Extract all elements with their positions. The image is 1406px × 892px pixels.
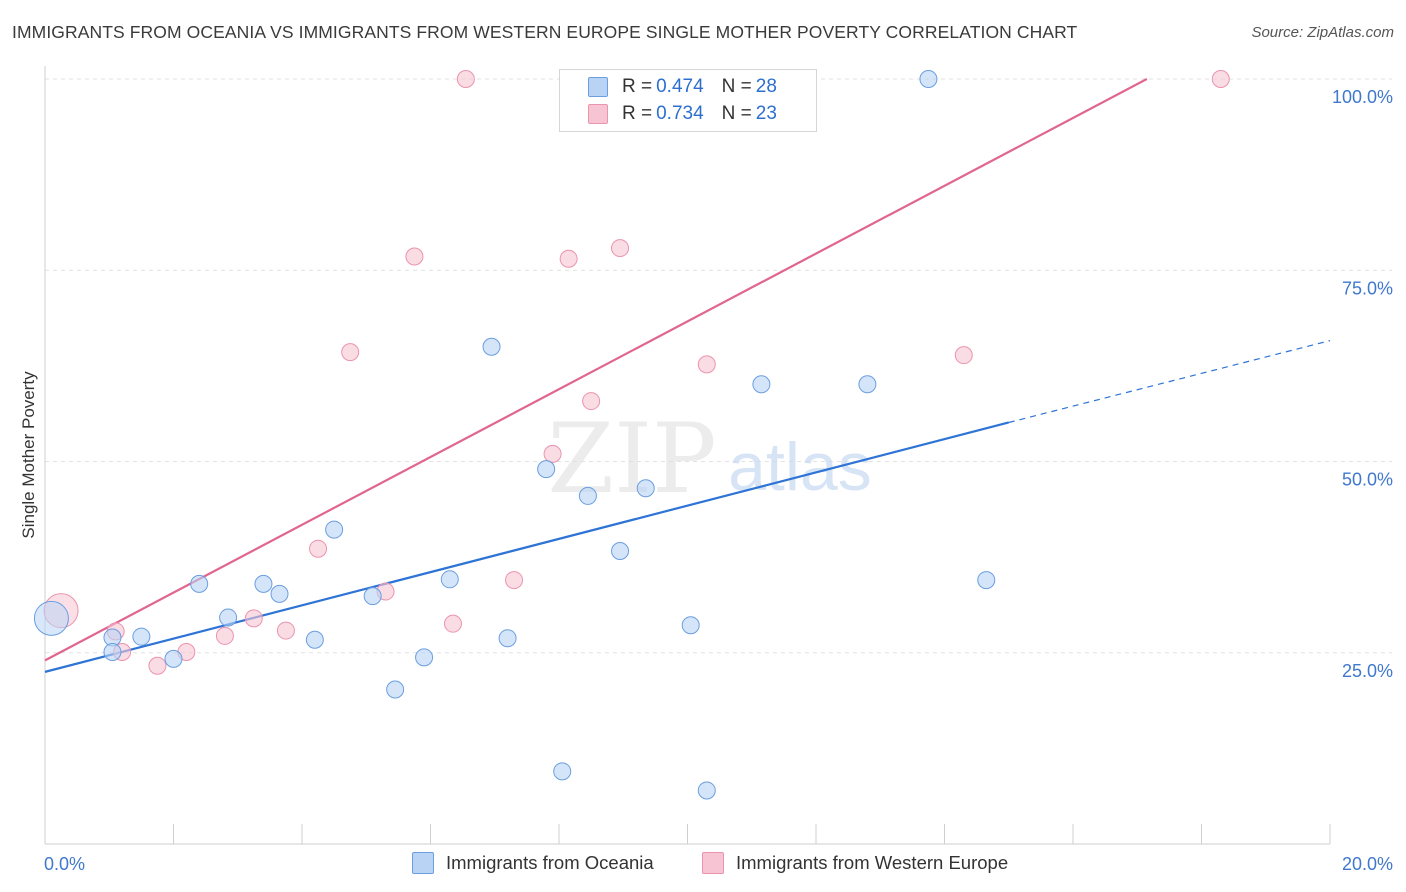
watermark: ZIP atlas bbox=[547, 403, 871, 515]
legend: R = 0.474 N = 28 R = 0.734 N = 23 bbox=[559, 69, 817, 132]
legend-swatch-europe bbox=[588, 104, 608, 124]
point-europe bbox=[443, 614, 462, 633]
point-oceania bbox=[553, 762, 572, 781]
bottom-legend-europe: Immigrants from Western Europe bbox=[702, 852, 1008, 874]
source-label: Source: ZipAtlas.com bbox=[1251, 24, 1394, 41]
point-europe bbox=[505, 571, 524, 590]
point-oceania bbox=[697, 781, 716, 800]
point-oceania bbox=[611, 542, 630, 561]
y-tick-label: 50.0% bbox=[1342, 470, 1393, 490]
point-europe bbox=[456, 70, 475, 88]
point-oceania bbox=[254, 574, 273, 593]
point-europe bbox=[276, 621, 295, 640]
data-points bbox=[33, 70, 1230, 800]
point-oceania bbox=[858, 375, 877, 394]
legend-r-label: R = bbox=[622, 103, 653, 124]
x-tick-label: 20.0% bbox=[1342, 854, 1393, 874]
point-oceania bbox=[482, 337, 501, 356]
point-oceania bbox=[190, 574, 209, 593]
bottom-legend-swatch-oceania bbox=[412, 852, 434, 874]
point-oceania bbox=[219, 608, 238, 627]
point-oceania bbox=[305, 630, 324, 649]
y-tick-label: 75.0% bbox=[1342, 278, 1393, 298]
trend-line-europe bbox=[44, 78, 1148, 662]
legend-row-oceania: R = 0.474 N = 28 bbox=[588, 75, 777, 99]
point-europe bbox=[697, 355, 716, 374]
legend-r-value: 0.474 bbox=[656, 76, 704, 97]
point-europe bbox=[309, 539, 328, 558]
point-oceania bbox=[681, 616, 700, 635]
legend-swatch-oceania bbox=[588, 77, 608, 97]
trend-lines bbox=[44, 78, 1331, 673]
point-oceania bbox=[977, 571, 996, 590]
point-europe bbox=[543, 444, 562, 463]
point-oceania bbox=[498, 629, 517, 648]
point-oceania bbox=[752, 375, 771, 394]
legend-n-value: 28 bbox=[755, 76, 777, 97]
point-oceania bbox=[132, 627, 151, 646]
y-tick-label: 25.0% bbox=[1342, 661, 1393, 681]
chart-title: IMMIGRANTS FROM OCEANIA VS IMMIGRANTS FR… bbox=[12, 22, 1078, 42]
point-oceania bbox=[415, 648, 434, 667]
point-oceania bbox=[636, 479, 655, 498]
point-oceania bbox=[919, 70, 938, 88]
point-europe bbox=[405, 247, 424, 266]
point-europe bbox=[954, 346, 973, 365]
point-europe bbox=[582, 392, 601, 411]
point-oceania bbox=[33, 600, 69, 636]
point-europe bbox=[244, 609, 263, 628]
point-oceania bbox=[537, 460, 556, 479]
point-oceania bbox=[440, 570, 459, 589]
point-oceania bbox=[363, 587, 382, 606]
point-oceania bbox=[386, 680, 405, 699]
point-oceania bbox=[270, 584, 289, 603]
watermark-atlas: atlas bbox=[728, 429, 872, 505]
tick-labels: 25.0% 50.0% 75.0% 100.0% 0.0% 20.0% bbox=[44, 87, 1393, 874]
legend-n-value: 23 bbox=[755, 103, 777, 124]
grid-lines bbox=[45, 78, 1392, 654]
point-oceania bbox=[103, 642, 122, 661]
point-oceania bbox=[325, 520, 344, 539]
point-europe bbox=[341, 343, 360, 362]
bottom-legend-swatch-europe bbox=[702, 852, 724, 874]
trend-line-extension bbox=[1008, 340, 1331, 424]
point-europe bbox=[1211, 70, 1230, 88]
y-tick-label: 100.0% bbox=[1332, 87, 1393, 107]
trend-line-oceania bbox=[44, 421, 1010, 673]
x-tick-label: 0.0% bbox=[44, 854, 85, 874]
point-europe bbox=[148, 656, 167, 675]
legend-n-label: N = bbox=[721, 103, 752, 124]
point-europe bbox=[559, 249, 578, 268]
bottom-legend-oceania: Immigrants from Oceania bbox=[412, 852, 654, 874]
point-europe bbox=[611, 239, 630, 258]
legend-r-label: R = bbox=[622, 76, 653, 97]
point-oceania bbox=[578, 486, 597, 505]
axes bbox=[44, 66, 1331, 845]
legend-row-europe: R = 0.734 N = 23 bbox=[588, 102, 777, 126]
point-oceania bbox=[164, 649, 183, 668]
point-europe bbox=[215, 626, 234, 645]
legend-r-value: 0.734 bbox=[656, 103, 704, 124]
bottom-legend-label-europe: Immigrants from Western Europe bbox=[736, 852, 1009, 873]
legend-n-label: N = bbox=[721, 76, 752, 97]
y-axis-label: Single Mother Poverty bbox=[19, 371, 38, 539]
bottom-legend-label-oceania: Immigrants from Oceania bbox=[446, 852, 654, 873]
watermark-zip: ZIP bbox=[547, 403, 716, 515]
